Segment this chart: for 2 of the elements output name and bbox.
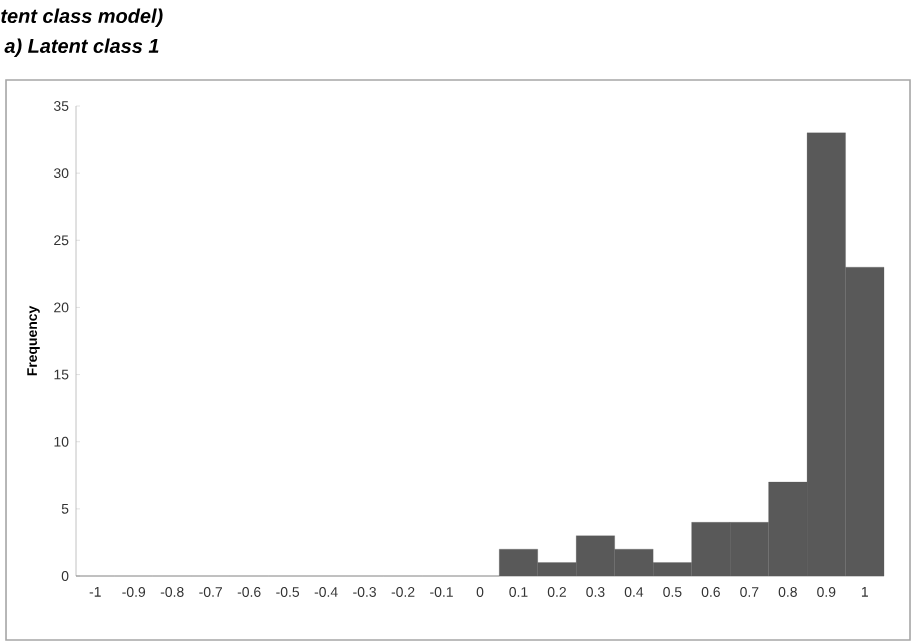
chart-subtitle: a) Latent class 1: [4, 38, 159, 57]
chart-title: tent class model): [1, 8, 163, 27]
